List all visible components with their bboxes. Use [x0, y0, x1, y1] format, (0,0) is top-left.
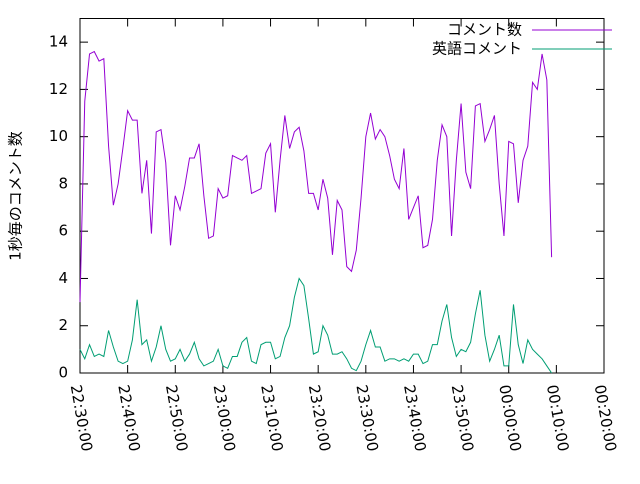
y-tick-label: 2 [58, 316, 68, 334]
y-tick-label: 0 [58, 364, 68, 382]
x-tick-label: 22:40:00 [114, 383, 143, 452]
y-tick-label: 8 [58, 174, 68, 192]
x-tick-label: 23:50:00 [448, 383, 477, 452]
x-tick-label: 23:10:00 [257, 383, 286, 452]
x-tick-label: 23:20:00 [305, 383, 334, 452]
x-tick-label: 00:00:00 [495, 383, 524, 452]
x-tick-label: 00:20:00 [591, 383, 620, 452]
legend-label: コメント数 [447, 21, 522, 39]
y-tick-label: 14 [49, 33, 68, 51]
y-axis-label: 1秒毎のコメント数 [7, 131, 25, 261]
x-tick-label: 22:30:00 [67, 383, 96, 452]
series-line [79, 277, 553, 374]
legend-label: 英語コメント [432, 40, 522, 58]
x-tick-label: 23:30:00 [352, 383, 381, 452]
y-tick-label: 10 [49, 127, 68, 145]
y-tick-label: 4 [58, 269, 68, 287]
x-tick-label: 22:50:00 [162, 383, 191, 452]
x-tick-label: 23:40:00 [400, 383, 429, 452]
x-tick-label: 00:10:00 [543, 383, 572, 452]
x-tick-label: 23:00:00 [210, 383, 239, 452]
y-tick-label: 12 [49, 80, 68, 98]
y-tick-label: 6 [58, 222, 68, 240]
series-line [79, 50, 553, 303]
plot-border [79, 18, 605, 374]
